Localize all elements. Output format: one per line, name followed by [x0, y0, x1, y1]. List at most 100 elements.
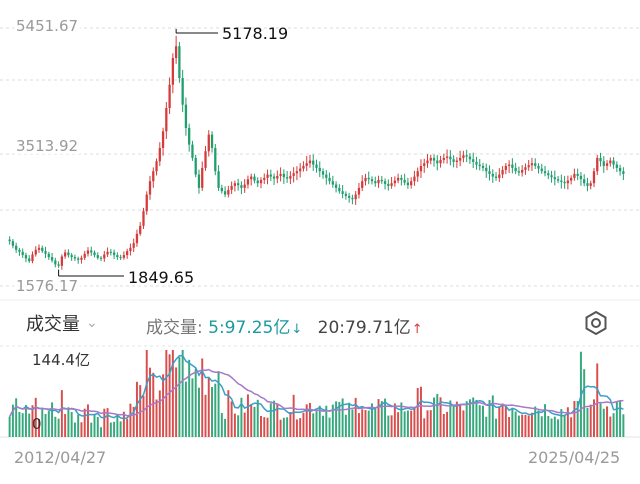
volume-bar — [335, 401, 338, 437]
candle-body — [171, 58, 175, 85]
candle-body — [256, 180, 259, 184]
candle-body — [413, 176, 416, 182]
candle-body — [491, 173, 494, 177]
price-gridlines — [0, 27, 640, 438]
candle-body — [103, 254, 106, 259]
volume-bar — [145, 350, 148, 437]
candle-body — [116, 255, 119, 258]
candle-body — [28, 258, 31, 262]
candle-body — [11, 241, 15, 246]
candle-body — [250, 176, 253, 180]
arrow-up-icon: ↑ — [411, 322, 423, 337]
volume-bar — [482, 405, 484, 437]
candle-body — [507, 164, 511, 166]
volume-bar — [211, 386, 214, 437]
candle-body — [338, 187, 341, 192]
volume-bar — [501, 403, 504, 437]
candle-body — [18, 249, 21, 252]
candle-body — [292, 173, 295, 176]
candle-body — [579, 175, 583, 180]
volume-bar — [524, 414, 527, 437]
volume-bar — [586, 407, 589, 437]
volume-bar — [544, 404, 546, 437]
candle-body — [41, 247, 44, 252]
volume-bar — [504, 406, 507, 437]
candle-body — [449, 156, 452, 160]
candle-body — [550, 175, 553, 178]
volume-bar — [168, 354, 171, 437]
candle-body — [436, 160, 439, 164]
candle-body — [210, 134, 214, 148]
volume-bar — [318, 405, 321, 437]
candle-body — [592, 171, 596, 184]
x-end-date: 2025/04/25 — [528, 448, 621, 467]
candle-body — [106, 251, 109, 255]
y-tick-mid: 3513.92 — [14, 137, 81, 155]
candle-body — [426, 160, 429, 164]
volume-bar — [508, 416, 511, 437]
candle-body — [367, 177, 370, 180]
candle-body — [312, 160, 315, 165]
candle-body — [524, 167, 527, 170]
candle-body — [364, 177, 367, 182]
volume-bar — [132, 406, 135, 437]
volume-bar — [28, 413, 31, 437]
volume-bar — [498, 406, 501, 437]
volume-bar — [589, 404, 592, 437]
volume-bar — [377, 399, 380, 437]
volume-bar — [367, 410, 370, 437]
candle-body — [517, 171, 521, 173]
candle-body — [230, 185, 233, 190]
candle-body — [47, 253, 50, 258]
candle-body — [498, 174, 501, 178]
candle-body — [129, 247, 132, 252]
hexagon-gear-icon[interactable] — [582, 309, 610, 337]
volume-bar — [44, 413, 47, 437]
candle-body — [596, 157, 599, 172]
candle-body — [455, 160, 459, 162]
candle-body — [148, 181, 152, 195]
candle-body — [214, 147, 217, 172]
y-tick-bottom: 1576.17 — [14, 277, 81, 295]
volume-bar — [325, 405, 328, 437]
volume-ma20-line — [8, 368, 624, 418]
volume-bar — [15, 398, 18, 437]
volume-bar — [8, 416, 11, 437]
candle-body — [534, 163, 537, 166]
volume-bar — [322, 415, 325, 437]
volume-bar — [269, 403, 272, 437]
volume-bar — [51, 402, 54, 437]
candle-body — [220, 187, 223, 192]
volume-bar — [116, 415, 119, 437]
volume-bar — [537, 410, 540, 437]
candle-body — [383, 181, 387, 184]
volume-bar — [64, 414, 67, 437]
low-annotation: 1849.65 — [128, 268, 195, 287]
volume-bar — [390, 415, 393, 437]
candle-body — [174, 46, 178, 59]
volume-bar — [423, 418, 426, 437]
indicator-selector[interactable]: 成交量 ⌄ — [26, 309, 136, 337]
volume-bar — [361, 409, 364, 437]
candle-body — [191, 144, 194, 158]
candle-body — [396, 177, 400, 181]
volume-bar — [517, 415, 520, 437]
volume-bar — [576, 401, 579, 437]
volume-bar — [354, 397, 357, 437]
candle-body — [504, 165, 507, 170]
candle-body — [609, 160, 612, 164]
candle-body — [31, 254, 34, 262]
volume-bar — [279, 419, 282, 437]
candle-body — [233, 183, 237, 186]
candle-body — [432, 157, 436, 161]
volume-bar — [609, 416, 612, 437]
volume-ma-lines — [8, 355, 624, 420]
volume-bar — [299, 418, 302, 437]
volume-bar — [207, 377, 210, 437]
volume-y-max: 144.4亿 — [32, 351, 90, 369]
volume-bar — [410, 410, 413, 437]
candle-body — [253, 176, 256, 181]
volume-bar — [397, 412, 400, 437]
